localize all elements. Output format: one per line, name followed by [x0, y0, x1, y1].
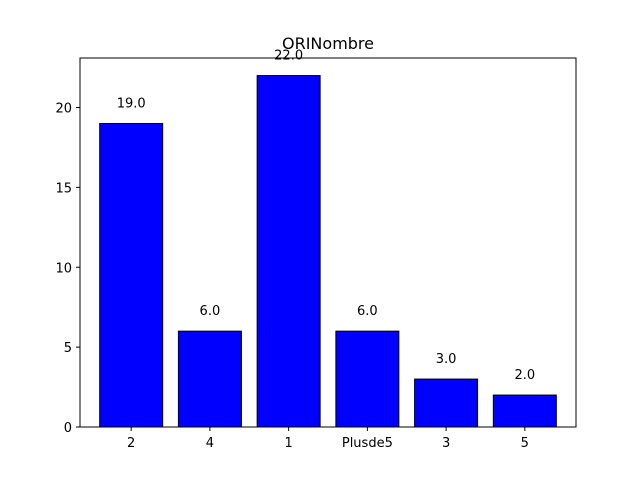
bar-4: [177, 330, 242, 428]
x-tick-label-1: 1: [284, 436, 292, 451]
x-axis: 2 4 1 Plusde5 3 5: [127, 427, 529, 451]
x-tick-label-3: 3: [442, 436, 450, 451]
bar-1: [256, 75, 321, 428]
y-tick-label-15: 15: [55, 181, 72, 196]
chart-title: ORINombre: [282, 34, 374, 53]
y-tick-label-5: 5: [64, 341, 72, 356]
x-tick-label-2: 2: [127, 436, 135, 451]
bar-5: [492, 394, 557, 428]
y-axis: 0 5 10 15 20: [55, 102, 80, 436]
data-label-Plusde5: 6.0: [357, 304, 378, 319]
x-tick-label-4: 4: [206, 436, 214, 451]
y-tick-label-10: 10: [55, 261, 72, 276]
bar-Plusde5: [335, 330, 400, 428]
bar-3: [414, 378, 479, 428]
data-label-4: 6.0: [200, 304, 221, 319]
x-tick-label-Plusde5: Plusde5: [342, 436, 393, 451]
data-label-2: 19.0: [117, 96, 146, 111]
bar-2: [99, 122, 164, 428]
x-tick-label-5: 5: [521, 436, 529, 451]
y-tick-label-20: 20: [55, 102, 72, 117]
bars-group: [99, 75, 557, 428]
y-tick-label-0: 0: [64, 421, 72, 436]
data-labels-group: 19.0 6.0 22.0 6.0 3.0 2.0: [117, 49, 535, 383]
data-label-1: 22.0: [274, 49, 303, 64]
data-label-5: 2.0: [514, 368, 535, 383]
plot-frame: [79, 57, 577, 428]
data-label-3: 3.0: [436, 352, 457, 367]
